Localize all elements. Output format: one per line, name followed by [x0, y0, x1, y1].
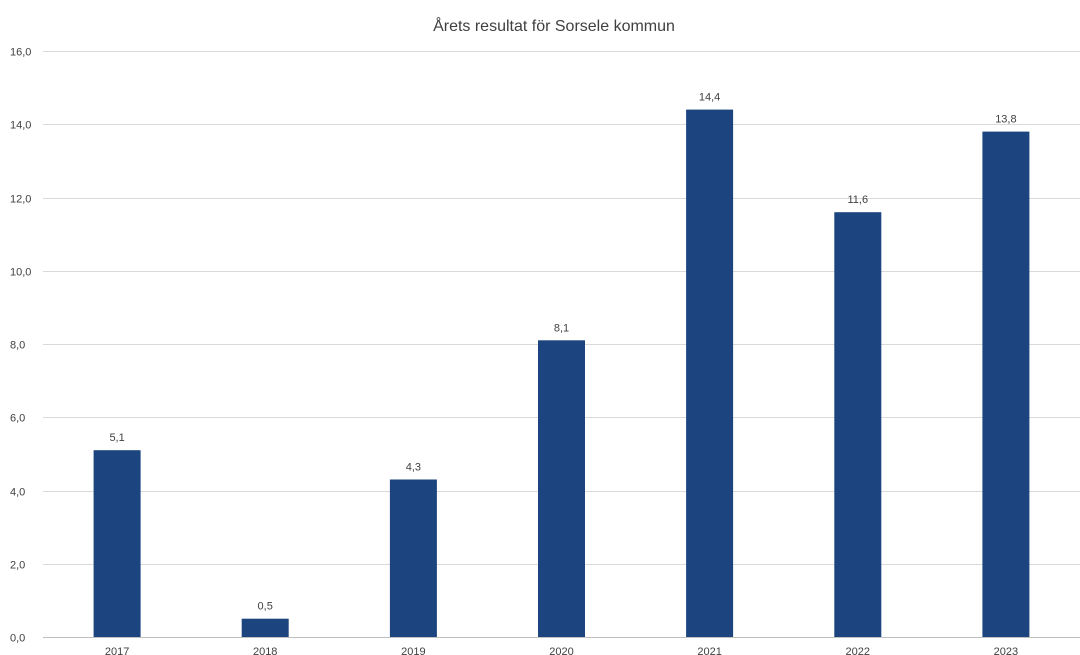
bars [93, 109, 1030, 638]
bar-2019 [389, 479, 437, 637]
x-tick-label-2020: 2020 [549, 646, 573, 655]
data-label-2022: 11,6 [848, 194, 869, 206]
data-label-2017: 5,1 [109, 432, 124, 444]
y-axis-tick-labels: 0,0 2,0 4,0 6,0 8,0 10,0 12,0 14,0 16,0 [10, 47, 31, 645]
x-tick-label-2023: 2023 [994, 646, 1018, 655]
y-tick-label: 0,0 [10, 633, 25, 645]
y-tick-label: 16,0 [10, 47, 31, 59]
x-tick-label-2019: 2019 [401, 646, 425, 655]
x-tick-label-2022: 2022 [846, 646, 870, 655]
x-tick-label-2018: 2018 [253, 646, 277, 655]
bar-2021 [686, 109, 734, 638]
x-tick-label-2021: 2021 [697, 646, 721, 655]
bar-2017 [93, 450, 141, 637]
y-tick-label: 6,0 [10, 413, 25, 425]
y-tick-label: 12,0 [10, 194, 31, 206]
x-axis-tick-labels: 2017 2018 2019 2020 2021 2022 2023 [105, 646, 1018, 655]
data-labels: 5,1 0,5 4,3 8,1 14,4 11,6 13,8 [109, 92, 1016, 613]
chart-title: Årets resultat för Sorsele kommun [433, 16, 675, 35]
y-tick-label: 10,0 [10, 267, 31, 279]
bar-2023 [982, 131, 1030, 637]
data-label-2018: 0,5 [258, 601, 273, 613]
data-label-2020: 8,1 [554, 322, 569, 334]
x-tick-label-2017: 2017 [105, 646, 129, 655]
bar-2018 [241, 618, 289, 637]
y-tick-label: 14,0 [10, 120, 31, 132]
y-tick-label: 8,0 [10, 340, 25, 352]
y-tick-label: 2,0 [10, 560, 25, 572]
data-label-2019: 4,3 [406, 462, 421, 474]
bar-2022 [834, 212, 882, 637]
bar-2020 [538, 340, 585, 637]
y-tick-label: 4,0 [10, 487, 25, 499]
data-label-2023: 13,8 [995, 114, 1016, 126]
data-label-2021: 14,4 [699, 92, 720, 104]
